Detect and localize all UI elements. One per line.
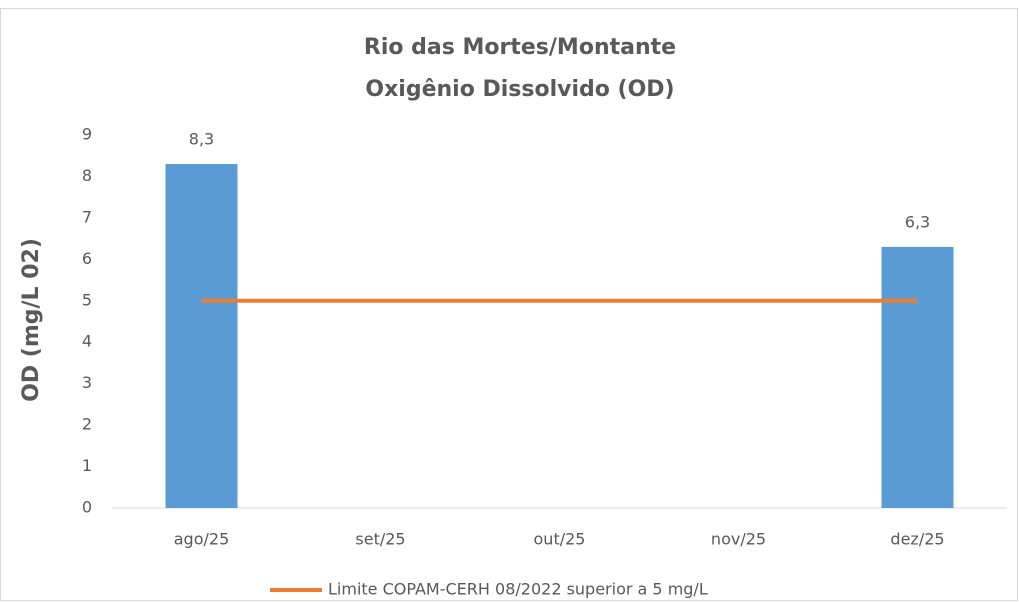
y-tick-label: 0 (82, 498, 92, 517)
legend-label: Limite COPAM-CERH 08/2022 superior a 5 m… (328, 580, 708, 599)
x-tick-label: ago/25 (174, 530, 230, 549)
y-tick-label: 6 (82, 249, 92, 268)
y-tick-label: 3 (82, 373, 92, 392)
x-tick-label: out/25 (534, 530, 586, 549)
bar (165, 164, 238, 508)
y-axis-label: OD (mg/L 02) (19, 238, 44, 402)
y-tick-label: 4 (82, 332, 92, 351)
data-label: 6,3 (905, 212, 930, 231)
y-tick-label: 1 (82, 456, 92, 475)
chart-title: Oxigênio Dissolvido (OD) (365, 77, 674, 102)
x-tick-label: dez/25 (890, 530, 944, 549)
x-tick-label: nov/25 (711, 530, 766, 549)
y-tick-label: 2 (82, 415, 92, 434)
y-tick-label: 9 (82, 125, 92, 144)
y-tick-label: 5 (82, 290, 92, 309)
chart-title: Rio das Mortes/Montante (364, 35, 676, 60)
data-label: 8,3 (189, 130, 214, 149)
bar (881, 246, 954, 508)
x-tick-label: set/25 (355, 530, 405, 549)
y-tick-label: 8 (82, 166, 92, 185)
y-tick-label: 7 (82, 207, 92, 226)
